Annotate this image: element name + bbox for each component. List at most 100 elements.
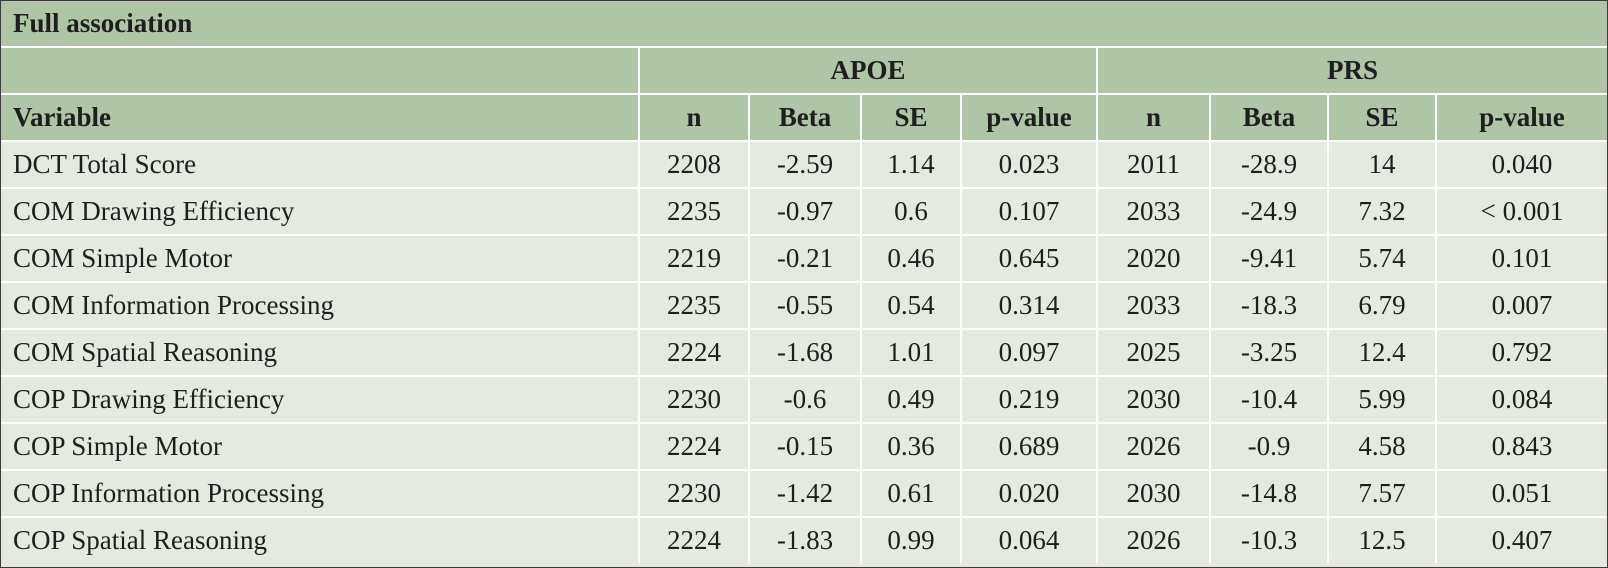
apoe-se-cell: 0.49	[860, 375, 962, 424]
table-title: Full association	[1, 1, 1608, 48]
apoe-beta-cell: -0.15	[748, 422, 862, 471]
apoe-beta-cell: -0.55	[748, 281, 862, 330]
apoe-beta-cell: -0.97	[748, 187, 862, 236]
prs-se-cell: 12.4	[1327, 328, 1437, 377]
table-row: COM Simple Motor 2219 -0.21 0.46 0.645 2020 -9…	[1, 234, 1608, 283]
apoe-p-value-cell: 0.020	[960, 469, 1098, 518]
prs-beta-cell: -18.3	[1209, 281, 1329, 330]
column-header-apoe-n: n	[638, 93, 750, 142]
table-row: COM Drawing Efficiency 2235 -0.97 0.6 0.107 2…	[1, 187, 1608, 236]
table-body: DCT Total Score 2208 -2.59 1.14 0.023 2011 -28…	[1, 140, 1608, 563]
prs-p-value-cell: 0.792	[1434, 328, 1608, 377]
apoe-beta-cell: -2.59	[748, 140, 862, 189]
apoe-n-cell: 2208	[638, 140, 750, 189]
group-header-apoe: APOE	[638, 46, 1098, 95]
apoe-se-cell: 0.99	[860, 516, 962, 563]
apoe-se-cell: 1.14	[860, 140, 962, 189]
prs-p-value-cell: 0.051	[1434, 469, 1608, 518]
prs-se-cell: 4.58	[1327, 422, 1437, 471]
apoe-p-value-cell: 0.097	[960, 328, 1098, 377]
column-header-prs-beta: Beta	[1209, 93, 1329, 142]
apoe-n-cell: 2230	[638, 375, 750, 424]
prs-beta-cell: -14.8	[1209, 469, 1329, 518]
variable-cell: COM Drawing Efficiency	[1, 187, 640, 236]
apoe-se-cell: 1.01	[860, 328, 962, 377]
apoe-beta-cell: -0.21	[748, 234, 862, 283]
column-header-prs-p-value: p-value	[1434, 93, 1608, 142]
prs-beta-cell: -24.9	[1209, 187, 1329, 236]
table-row: DCT Total Score 2208 -2.59 1.14 0.023 2011 -28…	[1, 140, 1608, 189]
table-row: COP Information Processing 2230 -1.42 0.61 0…	[1, 469, 1608, 518]
variable-cell: COM Simple Motor	[1, 234, 640, 283]
prs-se-cell: 12.5	[1327, 516, 1437, 563]
table-row: COP Spatial Reasoning 2224 -1.83 0.99 0.064 2…	[1, 516, 1608, 563]
group-header-prs: PRS	[1095, 46, 1608, 95]
table-row: COM Information Processing 2235 -0.55 0.54 0…	[1, 281, 1608, 330]
apoe-p-value-cell: 0.107	[960, 187, 1098, 236]
column-header-prs-n: n	[1096, 93, 1211, 142]
apoe-se-cell: 0.46	[860, 234, 962, 283]
apoe-p-value-cell: 0.689	[960, 422, 1098, 471]
prs-beta-cell: -3.25	[1209, 328, 1329, 377]
prs-n-cell: 2020	[1096, 234, 1211, 283]
table-row: COM Spatial Reasoning 2224 -1.68 1.01 0.097 2…	[1, 328, 1608, 377]
apoe-p-value-cell: 0.064	[960, 516, 1098, 563]
prs-se-cell: 5.99	[1327, 375, 1437, 424]
table-row: COP Drawing Efficiency 2230 -0.6 0.49 0.219 2…	[1, 375, 1608, 424]
prs-n-cell: 2030	[1096, 375, 1211, 424]
column-header-apoe-p-value: p-value	[960, 93, 1098, 142]
apoe-n-cell: 2235	[638, 187, 750, 236]
apoe-p-value-cell: 0.314	[960, 281, 1098, 330]
apoe-beta-cell: -0.6	[748, 375, 862, 424]
apoe-se-cell: 0.61	[860, 469, 962, 518]
apoe-p-value-cell: 0.645	[960, 234, 1098, 283]
prs-n-cell: 2026	[1096, 516, 1211, 563]
prs-n-cell: 2011	[1096, 140, 1211, 189]
variable-cell: COP Spatial Reasoning	[1, 516, 640, 563]
prs-p-value-cell: 0.040	[1434, 140, 1608, 189]
apoe-n-cell: 2219	[638, 234, 750, 283]
prs-p-value-cell: 0.101	[1434, 234, 1608, 283]
apoe-n-cell: 2224	[638, 422, 750, 471]
prs-se-cell: 7.32	[1327, 187, 1437, 236]
apoe-p-value-cell: 0.023	[960, 140, 1098, 189]
apoe-beta-cell: -1.68	[748, 328, 862, 377]
prs-se-cell: 5.74	[1327, 234, 1437, 283]
apoe-n-cell: 2235	[638, 281, 750, 330]
prs-beta-cell: -0.9	[1209, 422, 1329, 471]
prs-n-cell: 2033	[1096, 187, 1211, 236]
column-header-variable: Variable	[1, 93, 640, 142]
apoe-n-cell: 2224	[638, 516, 750, 563]
prs-beta-cell: -9.41	[1209, 234, 1329, 283]
prs-n-cell: 2026	[1096, 422, 1211, 471]
variable-cell: DCT Total Score	[1, 140, 640, 189]
variable-cell: COP Drawing Efficiency	[1, 375, 640, 424]
prs-p-value-cell: 0.084	[1434, 375, 1608, 424]
table-title-row: Full association	[1, 1, 1608, 48]
apoe-n-cell: 2224	[638, 328, 750, 377]
variable-cell: COM Information Processing	[1, 281, 640, 330]
apoe-beta-cell: -1.83	[748, 516, 862, 563]
column-header-row: Variable n Beta SE p-value n Beta SE p-v…	[1, 93, 1608, 142]
variable-cell: COP Information Processing	[1, 469, 640, 518]
table-row: COP Simple Motor 2224 -0.15 0.36 0.689 2026 -0…	[1, 422, 1608, 471]
group-header-row: APOE PRS	[1, 46, 1608, 95]
prs-beta-cell: -28.9	[1209, 140, 1329, 189]
prs-p-value-cell: 0.407	[1434, 516, 1608, 563]
group-header-blank	[1, 46, 640, 95]
column-header-apoe-beta: Beta	[748, 93, 862, 142]
prs-se-cell: 6.79	[1327, 281, 1437, 330]
variable-cell: COM Spatial Reasoning	[1, 328, 640, 377]
prs-beta-cell: -10.3	[1209, 516, 1329, 563]
prs-n-cell: 2033	[1096, 281, 1211, 330]
prs-n-cell: 2030	[1096, 469, 1211, 518]
apoe-se-cell: 0.54	[860, 281, 962, 330]
apoe-se-cell: 0.36	[860, 422, 962, 471]
prs-beta-cell: -10.4	[1209, 375, 1329, 424]
apoe-p-value-cell: 0.219	[960, 375, 1098, 424]
column-header-apoe-se: SE	[860, 93, 962, 142]
apoe-beta-cell: -1.42	[748, 469, 862, 518]
prs-se-cell: 7.57	[1327, 469, 1437, 518]
